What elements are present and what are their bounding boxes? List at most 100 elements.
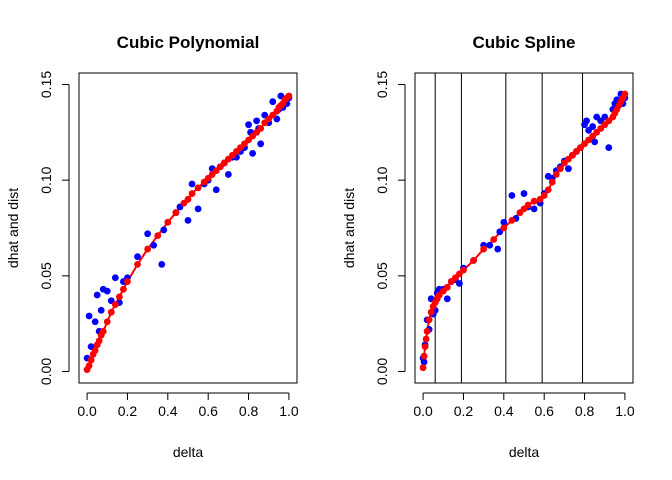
observed-point	[591, 138, 599, 146]
fitted-point	[508, 216, 516, 224]
observed-point	[253, 117, 261, 125]
observed-point	[85, 312, 93, 320]
x-tick-label: 0.2	[454, 403, 474, 419]
fitted-point	[421, 343, 429, 351]
fitted-point	[285, 92, 293, 100]
observed-point	[184, 216, 192, 224]
observed-point	[494, 245, 502, 253]
observed-point	[486, 241, 494, 249]
fitted-point	[188, 190, 196, 197]
observed-point	[245, 121, 252, 129]
fitted-point	[107, 308, 115, 316]
y-axis-label: dhat and dist	[5, 188, 21, 268]
observed-point	[111, 274, 119, 282]
observed-point	[508, 192, 516, 199]
fitted-point	[490, 236, 498, 243]
fitted-point	[425, 316, 433, 324]
x-axis-label: delta	[173, 444, 204, 460]
x-axis: 0.0 0.2 0.4 0.6 0.8 1.0	[413, 392, 635, 419]
fitted-point	[87, 356, 95, 364]
fitted-point	[552, 171, 560, 178]
observed-point	[605, 144, 613, 152]
observed-point	[188, 180, 196, 188]
fitted-point	[443, 283, 451, 291]
observed-point	[212, 186, 220, 194]
fitted-point	[460, 266, 467, 274]
fitted-point	[422, 335, 430, 343]
fitted-point	[420, 352, 428, 360]
observed-point	[249, 149, 256, 157]
y-tick-label: 0.10	[38, 166, 54, 193]
y-tick-label: 0.15	[374, 71, 390, 98]
fitted-point	[419, 364, 427, 372]
fitted-point	[111, 301, 119, 308]
fitted-point	[540, 192, 548, 199]
fitted-point	[257, 125, 265, 132]
fitted-point	[544, 186, 552, 194]
fitted-point	[124, 278, 131, 285]
plot-frame	[414, 72, 634, 384]
x-tick-label: 0.8	[575, 403, 595, 419]
fitted-point	[423, 327, 431, 335]
fitted-point	[500, 224, 508, 232]
chart-title: Cubic Spline	[473, 33, 576, 52]
observed-point	[257, 140, 265, 148]
fitted-point	[115, 293, 123, 301]
x-tick-label: 0.4	[494, 403, 514, 419]
fitted-point	[154, 232, 162, 240]
fitted-point	[480, 245, 488, 253]
y-axis-label: dhat and dist	[341, 188, 357, 268]
observed-point	[456, 280, 463, 287]
fitted-point	[144, 245, 152, 253]
x-tick-label: 0.0	[77, 403, 97, 419]
x-tick-label: 0.4	[158, 403, 178, 419]
x-axis: 0.0 0.2 0.4 0.6 0.8 1.0	[77, 392, 299, 419]
fitted-point	[103, 318, 111, 326]
fitted-point	[164, 218, 172, 226]
x-tick-label: 0.8	[239, 403, 259, 419]
y-tick-label: 0.10	[374, 166, 390, 193]
x-tick-label: 0.6	[534, 403, 554, 419]
y-axis: 0.00 0.05 0.10 0.15	[38, 71, 70, 385]
x-tick-label: 0.0	[413, 403, 433, 419]
fitted-point	[134, 260, 141, 268]
fitted-point	[556, 165, 564, 173]
fitted-point	[470, 257, 477, 264]
fitted-point	[120, 285, 127, 293]
fitted-point	[172, 209, 180, 217]
observed-point	[420, 358, 428, 366]
y-tick-label: 0.05	[38, 262, 54, 289]
fitted-point	[95, 337, 103, 345]
observed-point	[500, 218, 508, 226]
observed-point	[91, 318, 99, 326]
y-tick-label: 0.05	[374, 262, 390, 289]
fitted-point	[427, 308, 435, 316]
fitted-point	[524, 201, 532, 209]
observed-point	[443, 295, 451, 303]
observed-point	[160, 226, 168, 234]
y-tick-label: 0.00	[374, 358, 390, 385]
observed-point	[224, 171, 232, 178]
fitted-point	[548, 178, 556, 186]
observed-point	[583, 117, 590, 125]
observed-point	[565, 165, 572, 173]
observed-point	[93, 291, 101, 299]
observed-point	[158, 260, 166, 268]
x-tick-label: 0.2	[118, 403, 138, 419]
observed-point	[144, 230, 152, 238]
observed-point	[150, 241, 158, 249]
fitted-point	[99, 327, 107, 335]
x-tick-label: 1.0	[279, 403, 299, 419]
y-tick-label: 0.00	[38, 358, 54, 385]
observed-point	[589, 123, 597, 130]
fitted-point	[194, 184, 202, 192]
fitted-point	[184, 195, 192, 203]
fitted-point	[85, 362, 93, 370]
fitted-point	[621, 90, 629, 98]
fitted-point	[91, 347, 99, 354]
observed-point	[134, 253, 141, 261]
panel-cubic-polynomial: Cubic Polynomial 0.0 0.2 0.4 0.6 0.8 1.0 delta 0…	[5, 33, 299, 460]
observed-point	[194, 205, 202, 213]
